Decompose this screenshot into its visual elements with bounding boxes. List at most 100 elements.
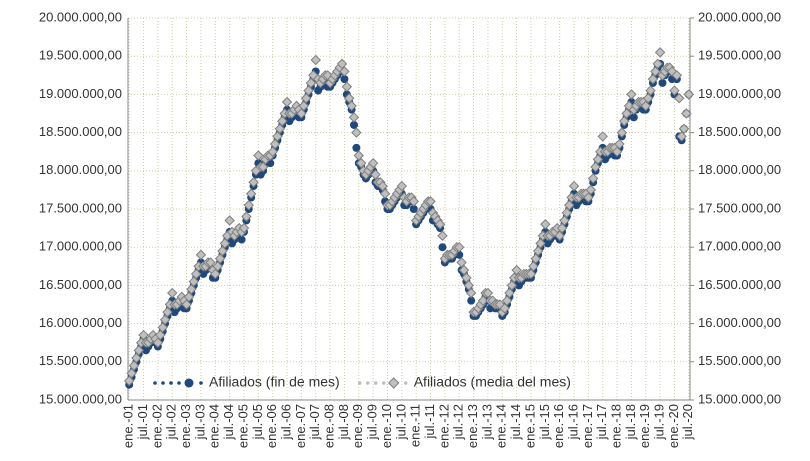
data-point bbox=[272, 131, 283, 142]
x-tick-label: jul.-07 bbox=[307, 404, 322, 440]
y2-tick-label: 19.000.000,00 bbox=[698, 86, 781, 101]
data-point bbox=[583, 192, 594, 203]
data-point bbox=[346, 100, 357, 112]
legend-dot bbox=[177, 381, 181, 385]
data-point bbox=[499, 303, 510, 314]
data-point bbox=[592, 154, 604, 165]
data-point bbox=[133, 345, 144, 356]
data-point bbox=[281, 96, 293, 108]
data-point bbox=[248, 177, 259, 188]
data-point bbox=[676, 131, 687, 142]
y-tick-label: 19.000.000,00 bbox=[39, 86, 122, 101]
x-tick-label: jul.-16 bbox=[565, 404, 580, 440]
x-tick-label: ene.-06 bbox=[264, 404, 279, 448]
y-tick-label: 17.000.000,00 bbox=[39, 239, 122, 254]
x-tick-label: ene.-17 bbox=[580, 404, 595, 448]
x-tick-label: ene.-12 bbox=[436, 404, 451, 448]
data-point bbox=[559, 215, 570, 226]
data-point bbox=[554, 230, 565, 241]
legend-label: Afiliados (fin de mes) bbox=[209, 374, 340, 390]
data-point bbox=[477, 295, 489, 306]
data-point bbox=[186, 284, 197, 295]
data-point bbox=[454, 241, 465, 253]
x-tick-label: jul.-20 bbox=[680, 404, 695, 440]
data-point bbox=[647, 73, 659, 85]
legend-dot bbox=[403, 381, 408, 385]
data-point bbox=[152, 337, 164, 348]
data-point bbox=[243, 199, 254, 211]
data-point bbox=[467, 296, 476, 305]
x-tick-label: ene.-10 bbox=[379, 404, 394, 448]
data-point bbox=[642, 93, 654, 104]
data-point bbox=[188, 276, 199, 287]
y-tick-label: 16.500.000,00 bbox=[39, 277, 122, 292]
data-point bbox=[528, 261, 539, 272]
y-tick-label: 18.500.000,00 bbox=[39, 124, 122, 139]
data-point bbox=[456, 257, 467, 268]
data-point bbox=[339, 66, 350, 77]
data-point bbox=[183, 291, 195, 303]
data-point bbox=[269, 138, 281, 150]
data-point bbox=[181, 299, 192, 310]
data-point bbox=[501, 295, 513, 306]
y2-tick-label: 16.000.000,00 bbox=[698, 315, 781, 330]
y2-tick-label: 16.500.000,00 bbox=[698, 277, 781, 292]
x-tick-label: jul.-03 bbox=[192, 404, 207, 440]
data-point bbox=[352, 143, 361, 152]
x-tick-label: jul.-11 bbox=[422, 404, 437, 439]
data-point bbox=[658, 78, 667, 87]
data-point bbox=[645, 85, 656, 96]
data-point bbox=[540, 219, 551, 230]
data-point bbox=[138, 329, 149, 341]
data-point bbox=[217, 245, 228, 257]
x-tick-label: jul.-19 bbox=[652, 404, 667, 440]
data-point bbox=[568, 180, 580, 192]
data-point bbox=[157, 322, 168, 333]
x-tick-label: jul.-13 bbox=[479, 404, 494, 440]
x-tick-label: jul.-12 bbox=[451, 404, 466, 440]
data-point bbox=[532, 245, 544, 257]
data-point bbox=[671, 70, 683, 81]
data-point bbox=[349, 120, 358, 129]
data-point bbox=[396, 180, 408, 192]
x-tick-label: ene.-16 bbox=[551, 404, 566, 448]
data-point bbox=[162, 306, 173, 318]
data-point bbox=[214, 253, 226, 264]
data-point bbox=[377, 180, 388, 192]
data-point bbox=[340, 75, 349, 84]
data-point bbox=[561, 207, 573, 219]
data-point bbox=[167, 287, 178, 299]
data-point bbox=[504, 287, 515, 299]
x-tick-label: jul.-08 bbox=[336, 404, 351, 440]
data-point bbox=[224, 215, 235, 226]
data-point bbox=[253, 150, 264, 161]
x-tick-label: jul.-17 bbox=[594, 404, 609, 440]
x-tick-label: ene.-07 bbox=[293, 404, 308, 448]
data-point bbox=[367, 157, 379, 169]
data-point bbox=[434, 219, 446, 230]
data-point bbox=[310, 54, 321, 66]
x-tick-label: ene.-20 bbox=[666, 404, 681, 448]
y2-tick-label: 19.500.000,00 bbox=[698, 48, 781, 63]
data-point bbox=[305, 77, 317, 89]
x-tick-label: ene.-08 bbox=[322, 404, 337, 448]
legend-dot bbox=[357, 381, 362, 385]
data-point bbox=[212, 261, 223, 272]
legend-dot bbox=[153, 381, 157, 385]
y2-tick-label: 20.000.000,00 bbox=[698, 9, 781, 24]
legend-dot bbox=[365, 381, 370, 385]
data-point bbox=[210, 268, 221, 280]
data-point bbox=[666, 66, 678, 77]
data-point bbox=[205, 257, 216, 268]
data-point bbox=[669, 85, 680, 96]
data-point bbox=[482, 287, 494, 299]
y-tick-label: 15.500.000,00 bbox=[39, 353, 122, 368]
legend-item: Afiliados (fin de mes) bbox=[153, 374, 340, 390]
x-tick-label: ene.-04 bbox=[207, 404, 222, 448]
data-point bbox=[245, 188, 257, 199]
data-point bbox=[195, 249, 207, 261]
data-point bbox=[621, 108, 632, 119]
data-point bbox=[629, 113, 638, 122]
data-point bbox=[437, 230, 448, 241]
x-tick-label: jul.-14 bbox=[508, 404, 523, 440]
